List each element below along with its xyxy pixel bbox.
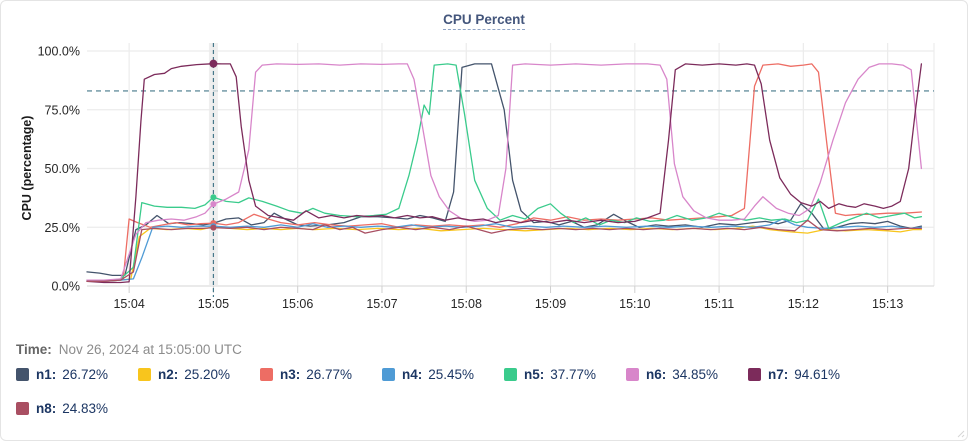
chart-legend: n1: 26.72% n2: 25.20% n3: 26.77% n4: 25.45% n5: 3… [16,367,953,416]
plot-hover-area[interactable] [87,43,934,286]
legend-value: 25.45% [428,367,475,382]
legend-swatch-n4 [382,368,395,381]
x-axis-tick-labels: 15:04 15:05 15:06 15:07 15:08 15:09 15:10 15:11… [113,297,903,311]
cursor-dot-n6 [210,201,217,208]
resize-handle-icon[interactable] [955,428,965,438]
legend-item-n6[interactable]: n6: 34.85% [626,367,738,382]
x-tick-label: 15:06 [282,297,313,311]
legend-value: 94.61% [794,367,841,382]
cpu-percent-line-chart[interactable]: 0.0% 25.0% 50.0% 75.0% 100.0% 15:04 15:05 15:06… [1,1,968,319]
legend-name: n1: [36,367,57,382]
legend-name: n7: [768,367,789,382]
y-tick-label: 75.0% [45,103,80,117]
legend-value: 34.85% [672,367,719,382]
legend-item-n3[interactable]: n3: 26.77% [260,367,372,382]
legend-swatch-n5 [504,368,517,381]
legend-swatch-n7 [748,368,761,381]
cursor-dot-n7 [209,59,218,68]
x-tick-label: 15:07 [366,297,397,311]
series-line-n4 [86,218,923,282]
series-line-n7 [86,63,923,284]
chart-title-row: CPU Percent [1,11,967,30]
legend-swatch-n1 [16,368,29,381]
cursor-time-row: Time: Nov 26, 2024 at 15:05:00 UTC [16,342,242,357]
legend-value: 26.72% [62,367,109,382]
y-axis-title: CPU (percentage) [20,116,34,221]
y-tick-label: 50.0% [45,162,80,176]
time-label: Time: [16,342,52,357]
legend-item-n4[interactable]: n4: 25.45% [382,367,494,382]
x-tick-label: 15:13 [872,297,903,311]
legend-item-n5[interactable]: n5: 37.77% [504,367,616,382]
legend-swatch-n6 [626,368,639,381]
legend-item-n1[interactable]: n1: 26.72% [16,367,128,382]
legend-name: n4: [402,367,423,382]
legend-value: 24.83% [62,401,109,416]
vertical-gridlines [128,43,935,286]
legend-name: n5: [524,367,545,382]
x-tick-label: 15:10 [619,297,650,311]
series-line-n2 [86,225,923,282]
x-tick-label: 15:11 [704,297,734,311]
legend-name: n8: [36,401,57,416]
cursor-dot-n8 [210,224,217,231]
x-tick-label: 15:12 [788,297,819,311]
x-tick-label: 15:09 [535,297,566,311]
series-lines [86,63,923,284]
cursor-dot-n5 [210,194,217,201]
cursor-dots [209,59,218,231]
legend-name: n2: [158,367,179,382]
y-tick-label: 100.0% [38,45,80,59]
x-tick-label: 15:04 [113,297,144,311]
y-tick-label: 0.0% [52,280,81,294]
legend-value: 25.20% [184,367,231,382]
legend-name: n6: [646,367,667,382]
chart-title[interactable]: CPU Percent [443,12,525,30]
legend-item-n7[interactable]: n7: 94.61% [748,367,860,382]
y-tick-label: 25.0% [45,221,80,235]
series-line-n6 [86,63,923,281]
x-tick-label: 15:05 [198,297,229,311]
legend-row: n1: 26.72% n2: 25.20% n3: 26.77% n4: 25.45% n5: 3… [16,367,953,382]
legend-swatch-n8 [16,402,29,415]
legend-swatch-n3 [260,368,273,381]
legend-swatch-n2 [138,368,151,381]
x-axis-ticks [128,286,889,293]
series-line-n5 [86,63,923,282]
legend-item-n2[interactable]: n2: 25.20% [138,367,250,382]
legend-value: 37.77% [550,367,597,382]
legend-name: n3: [280,367,301,382]
x-tick-label: 15:08 [451,297,482,311]
series-line-n3 [86,63,923,282]
legend-row: n8: 24.83% [16,401,953,416]
y-axis-tick-labels: 0.0% 25.0% 50.0% 75.0% 100.0% [38,45,80,294]
legend-item-n8[interactable]: n8: 24.83% [16,401,128,416]
legend-value: 26.77% [306,367,353,382]
time-value: Nov 26, 2024 at 15:05:00 UTC [58,342,242,357]
